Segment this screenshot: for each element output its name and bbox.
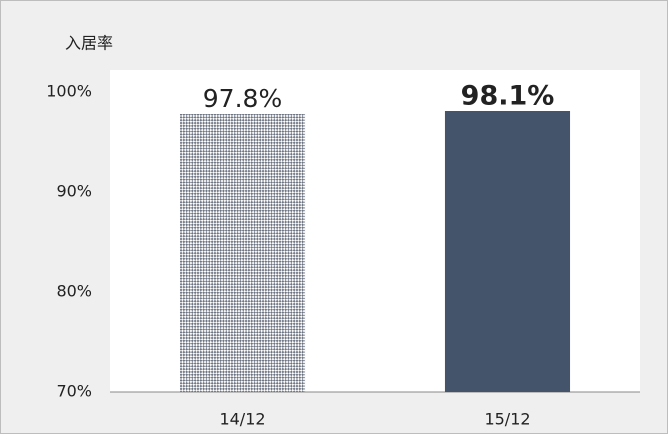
y-tick-label: 100% bbox=[46, 82, 92, 101]
data-label: 97.8% bbox=[203, 84, 282, 113]
axis-title: 入居率 bbox=[65, 34, 113, 53]
bar bbox=[444, 111, 571, 392]
y-tick-label: 70% bbox=[56, 382, 92, 401]
y-tick-label: 90% bbox=[56, 182, 92, 201]
x-tick-label: 15/12 bbox=[484, 410, 530, 429]
x-tick-label: 14/12 bbox=[219, 410, 265, 429]
bar bbox=[179, 114, 306, 392]
y-tick-label: 80% bbox=[56, 282, 92, 301]
data-label: 98.1% bbox=[461, 81, 555, 112]
